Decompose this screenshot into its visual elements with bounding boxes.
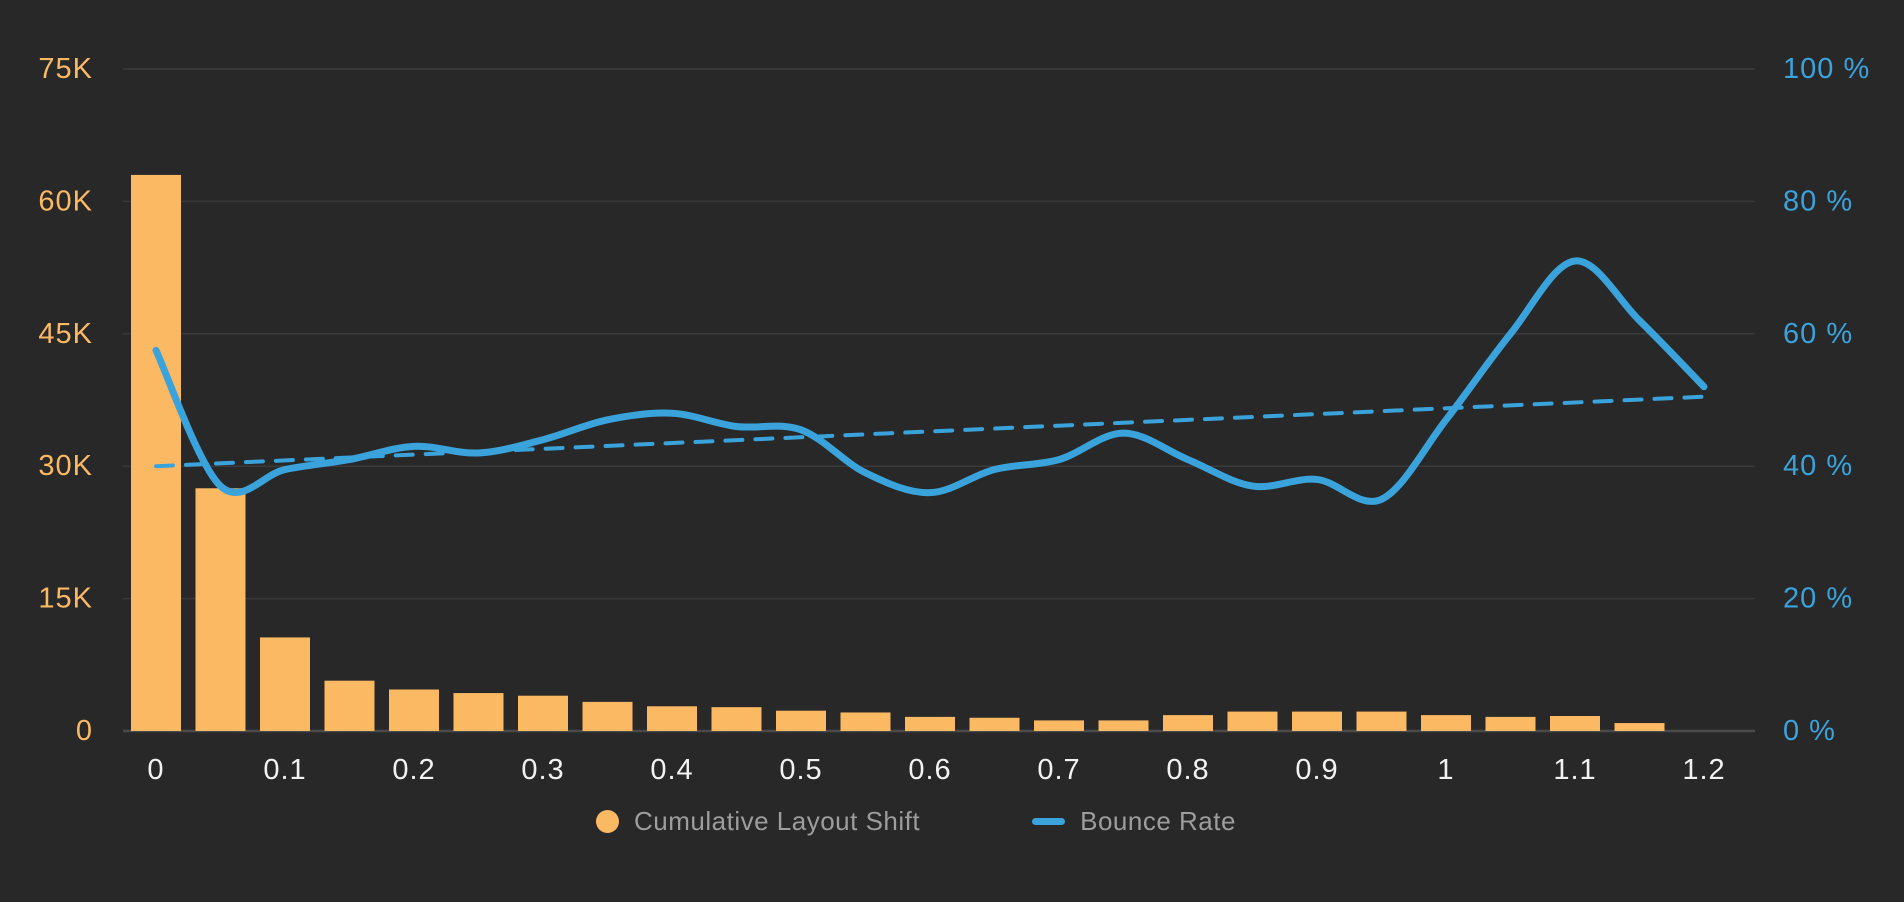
- bar-cumulative-layout-shift[interactable]: [1227, 711, 1278, 731]
- bar-cumulative-layout-shift[interactable]: [260, 637, 310, 731]
- legend-circle-icon: [596, 810, 620, 833]
- bounce-rate-line[interactable]: [152, 257, 1708, 505]
- right-axis-tick-label: 80 %: [1783, 185, 1853, 217]
- bar-cumulative-layout-shift[interactable]: [453, 693, 504, 731]
- left-axis-tick-label: 0: [76, 715, 93, 747]
- x-axis-tick-label: 0.6: [908, 754, 951, 786]
- legend-item-bounce-rate[interactable]: Bounce Rate: [1032, 806, 1236, 837]
- bar-cumulative-layout-shift[interactable]: [840, 712, 891, 731]
- bar-cumulative-layout-shift[interactable]: [131, 174, 181, 732]
- bar-cumulative-layout-shift[interactable]: [582, 701, 633, 731]
- right-axis-tick-label: 60 %: [1783, 318, 1853, 350]
- bar-cumulative-layout-shift[interactable]: [1485, 716, 1536, 731]
- bar-cumulative-layout-shift[interactable]: [1034, 720, 1084, 731]
- legend-dash-icon: [1032, 818, 1066, 825]
- bar-cumulative-layout-shift[interactable]: [1421, 715, 1471, 731]
- x-axis-tick-label: 1.2: [1682, 754, 1725, 786]
- x-axis-tick-label: 1: [1437, 754, 1454, 786]
- left-axis-tick-label: 75K: [38, 53, 93, 85]
- legend: Cumulative Layout Shift Bounce Rate: [0, 806, 1868, 837]
- right-axis-tick-label: 40 %: [1783, 450, 1853, 482]
- bar-cumulative-layout-shift[interactable]: [1163, 715, 1213, 731]
- bar-cumulative-layout-shift[interactable]: [389, 689, 439, 731]
- right-axis-tick-label: 0 %: [1783, 715, 1836, 747]
- bar-cumulative-layout-shift[interactable]: [647, 706, 697, 731]
- x-axis-tick-label: 0.4: [650, 754, 693, 786]
- x-axis-tick-label: 1.1: [1553, 754, 1596, 786]
- bar-cumulative-layout-shift[interactable]: [195, 488, 246, 731]
- right-axis-tick-label: 20 %: [1783, 583, 1853, 615]
- x-axis-tick-label: 0: [147, 754, 164, 786]
- x-axis-tick-label: 0.2: [392, 754, 435, 786]
- x-axis-tick-label: 0.8: [1166, 754, 1209, 786]
- left-axis-tick-label: 45K: [38, 318, 93, 350]
- x-axis-tick-label: 0.3: [521, 754, 564, 786]
- bar-cumulative-layout-shift[interactable]: [969, 717, 1020, 731]
- x-axis-tick-label: 0.5: [779, 754, 822, 786]
- left-axis-tick-label: 30K: [38, 450, 93, 482]
- bar-cumulative-layout-shift[interactable]: [518, 695, 568, 731]
- bar-cumulative-layout-shift[interactable]: [905, 716, 955, 731]
- left-axis-tick-label: 15K: [38, 583, 93, 615]
- bar-cumulative-layout-shift[interactable]: [776, 710, 826, 731]
- bar-cumulative-layout-shift[interactable]: [1614, 723, 1665, 731]
- bar-cumulative-layout-shift[interactable]: [1098, 720, 1149, 731]
- bar-cumulative-layout-shift[interactable]: [324, 680, 375, 731]
- bar-cumulative-layout-shift[interactable]: [1292, 711, 1342, 731]
- legend-item-cumulative-layout-shift[interactable]: Cumulative Layout Shift: [596, 806, 920, 837]
- x-axis-tick-label: 0.1: [263, 754, 306, 786]
- bar-cumulative-layout-shift[interactable]: [1550, 715, 1600, 731]
- bar-cumulative-layout-shift[interactable]: [1356, 711, 1407, 731]
- bar-cumulative-layout-shift[interactable]: [711, 707, 762, 731]
- x-axis-tick-label: 0.7: [1037, 754, 1080, 786]
- bounce-rate-trend-line: [154, 394, 1706, 469]
- right-axis-tick-label: 100 %: [1783, 53, 1870, 85]
- left-axis-tick-label: 60K: [38, 185, 93, 217]
- x-axis-tick-label: 0.9: [1295, 754, 1338, 786]
- legend-label-bounce-rate: Bounce Rate: [1080, 806, 1236, 836]
- legend-label-cumulative-layout-shift: Cumulative Layout Shift: [634, 806, 921, 836]
